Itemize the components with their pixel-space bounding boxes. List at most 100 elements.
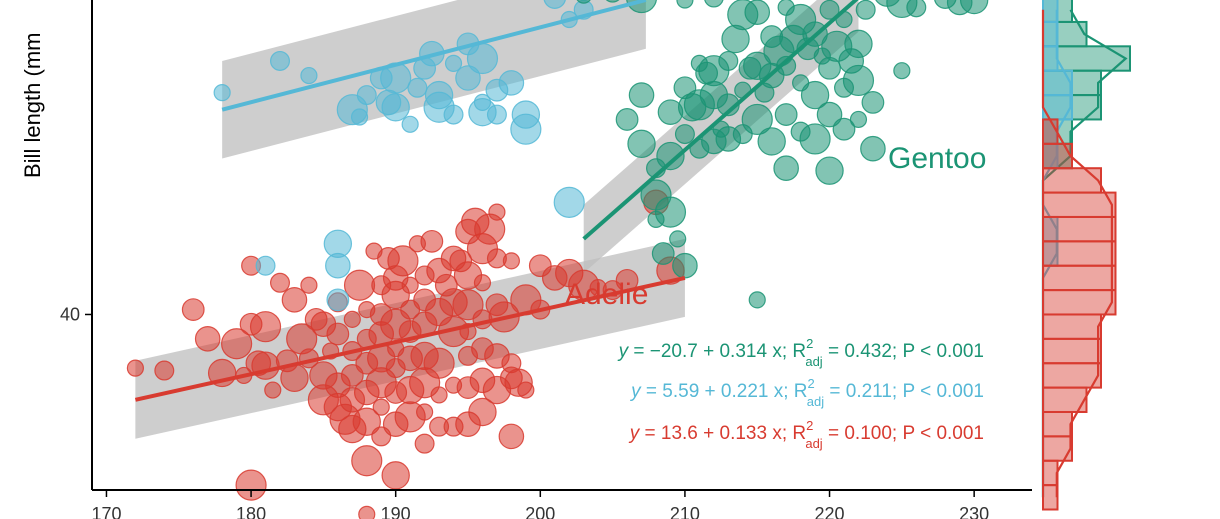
point-adelie — [372, 398, 390, 416]
point-chinstrap — [486, 104, 507, 125]
species-label-adelie: Adelie — [565, 278, 648, 311]
point-adelie — [270, 272, 291, 293]
hist-bar-adelie — [1042, 337, 1102, 365]
species-label-gentoo: Gentoo — [888, 142, 986, 175]
point-chinstrap — [466, 42, 499, 75]
point-adelie — [235, 469, 267, 501]
hist-bar-chinstrap — [1042, 0, 1059, 23]
point-gentoo — [669, 230, 687, 248]
point-adelie — [281, 287, 308, 313]
regression-line-gentoo — [582, 0, 859, 241]
point-gentoo — [816, 101, 843, 128]
x-tick-label: 210 — [670, 504, 700, 519]
confidence-band-chinstrap — [222, 0, 646, 159]
point-adelie — [423, 347, 455, 379]
point-adelie — [473, 274, 492, 292]
point-adelie — [430, 386, 448, 404]
hist-bar-adelie — [1042, 410, 1073, 438]
point-adelie — [352, 407, 381, 436]
hist-bar-chinstrap — [1042, 69, 1073, 97]
point-chinstrap — [326, 288, 350, 312]
point-gentoo — [654, 196, 687, 228]
point-adelie — [343, 269, 376, 301]
regression-lines — [134, 0, 859, 402]
point-adelie — [381, 461, 410, 490]
point-gentoo — [676, 0, 694, 9]
point-chinstrap — [381, 93, 410, 122]
point-chinstrap — [498, 70, 525, 96]
scatter-points — [126, 0, 989, 519]
point-gentoo — [605, 0, 620, 3]
point-gentoo — [906, 0, 927, 18]
y-axis-title: Bill length (mm — [20, 33, 45, 178]
point-gentoo — [776, 55, 797, 76]
equation-chinstrap: y = 5.59 + 0.221 x; R2 adj = 0.211; P < 0… — [629, 376, 984, 409]
axes: 170 180 190 200 210 220 230 40 — [60, 0, 1032, 519]
point-adelie — [221, 328, 253, 360]
point-chinstrap — [356, 85, 377, 106]
hist-bar-adelie — [1042, 313, 1102, 340]
point-adelie — [300, 276, 318, 294]
point-gentoo — [832, 117, 856, 141]
point-gentoo — [893, 62, 911, 80]
point-gentoo — [672, 252, 698, 279]
point-gentoo — [860, 135, 886, 162]
point-adelie — [343, 310, 361, 328]
x-tick-label: 220 — [815, 504, 845, 519]
point-gentoo — [744, 0, 771, 25]
point-chinstrap — [255, 255, 276, 276]
point-chinstrap — [510, 113, 542, 145]
point-chinstrap — [455, 65, 481, 91]
point-chinstrap — [473, 93, 492, 111]
regression-line-chinstrap — [221, 0, 647, 112]
y-tick-label: 40 — [60, 304, 80, 324]
regression-equations: y = −20.7 + 0.314 x; R2 adj = 0.432; P < … — [617, 336, 984, 451]
point-gentoo — [849, 110, 868, 129]
point-gentoo — [819, 0, 840, 20]
regression-line-adelie — [134, 275, 686, 402]
point-adelie — [126, 359, 144, 377]
point-chinstrap — [444, 54, 463, 72]
point-chinstrap — [270, 50, 291, 71]
point-gentoo — [615, 108, 639, 131]
point-chinstrap — [407, 77, 428, 98]
point-adelie — [358, 505, 376, 519]
hist-bar-chinstrap — [1042, 20, 1059, 48]
point-gentoo — [815, 156, 844, 185]
point-adelie — [517, 381, 535, 399]
hist-bar-chinstrap — [1042, 45, 1059, 72]
x-tick-label: 230 — [959, 504, 989, 519]
point-adelie — [251, 351, 280, 380]
point-gentoo — [651, 242, 675, 265]
point-gentoo — [844, 29, 873, 59]
point-adelie — [420, 229, 444, 253]
equation-gentoo: y = −20.7 + 0.314 x; R2 adj = 0.432; P < … — [617, 336, 984, 369]
point-adelie — [387, 245, 419, 277]
hist-bar-adelie — [1042, 435, 1073, 462]
hist-bar-adelie — [1042, 240, 1117, 267]
point-adelie — [416, 403, 434, 421]
point-adelie — [414, 433, 435, 454]
point-gentoo — [861, 90, 885, 114]
point-chinstrap — [213, 84, 231, 102]
point-gentoo — [959, 0, 989, 15]
point-gentoo — [576, 0, 591, 4]
point-adelie — [502, 252, 520, 270]
point-adelie — [249, 311, 282, 343]
point-chinstrap — [300, 66, 318, 85]
point-gentoo — [627, 129, 656, 159]
x-tick-label: 180 — [236, 504, 266, 519]
point-gentoo — [704, 0, 724, 8]
point-adelie — [351, 445, 383, 477]
point-adelie — [264, 381, 282, 399]
marginal-histogram — [1041, 0, 1131, 511]
point-gentoo — [855, 0, 876, 20]
point-gentoo — [674, 124, 695, 145]
hist-bar-adelie — [1042, 118, 1059, 145]
hist-bar-adelie — [1042, 215, 1117, 243]
point-adelie — [401, 276, 419, 294]
point-gentoo — [800, 80, 830, 110]
x-tick-label: 190 — [381, 504, 411, 519]
point-chinstrap — [553, 186, 585, 218]
